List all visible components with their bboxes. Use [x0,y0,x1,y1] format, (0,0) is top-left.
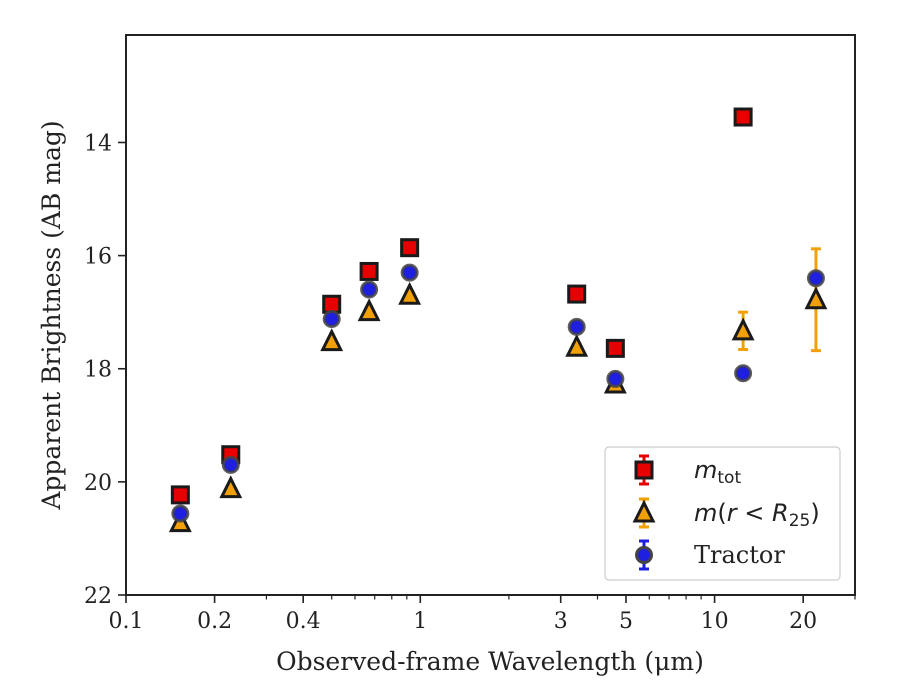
plot-frame [125,34,856,596]
legend-square-marker [634,460,654,480]
y-tick-label: 16 [84,245,112,270]
data-point-circle [322,309,341,328]
x-tick-label: 0.4 [286,609,321,634]
data-point-triangle [357,298,381,322]
data-point-square [359,261,379,281]
data-point-triangle [219,475,243,499]
x-tick-label: 0.1 [109,609,144,634]
y-axis-title: Apparent Brightness (AB mag) [37,120,66,510]
data-point-triangle [804,286,828,310]
y-tick-label: 20 [84,471,112,496]
data-point-square [400,238,420,258]
data-point-circle [806,269,825,288]
data-point-square [567,284,587,304]
data-point-triangle [731,317,755,341]
y-tick-label: 22 [84,584,112,609]
data-point-circle [734,364,753,383]
x-tick-label: 10 [701,609,729,634]
data-point-circle [400,263,419,282]
data-point-circle [360,280,379,299]
x-axis-ticks: 0.1 0.2 0.4 1 3 5 10 20 [109,595,856,634]
y-tick-label: 14 [84,131,112,156]
legend-label-tractor: Tractor [694,541,785,569]
data-point-triangle [320,328,344,352]
x-axis-title: Observed-frame Wavelength (μm) [276,647,704,676]
legend-circle-marker [635,546,653,564]
legend: mtot m(r < R25) Tractor [604,446,841,581]
y-axis-ticks: 14 16 18 20 22 [84,131,126,609]
data-point-square [605,338,625,358]
x-tick-label: 5 [619,609,633,634]
legend-box [604,446,841,581]
data-point-square [733,107,753,127]
data-point-square [170,485,190,505]
x-tick-label: 20 [789,609,817,634]
data-markers [168,107,828,533]
data-point-circle [567,317,586,336]
data-point-circle [171,504,190,523]
data-point-circle [221,455,240,474]
legend-triangle-marker [632,499,656,523]
data-point-square [322,294,342,314]
data-point-triangle [565,333,589,357]
legend-item-tractor: Tractor [635,539,785,571]
data-point-triangle [398,281,422,305]
y-tick-label: 18 [84,358,112,383]
x-tick-label: 0.2 [197,609,232,634]
data-point-circle [606,369,625,388]
x-tick-label: 3 [554,609,568,634]
x-tick-label: 1 [413,609,427,634]
